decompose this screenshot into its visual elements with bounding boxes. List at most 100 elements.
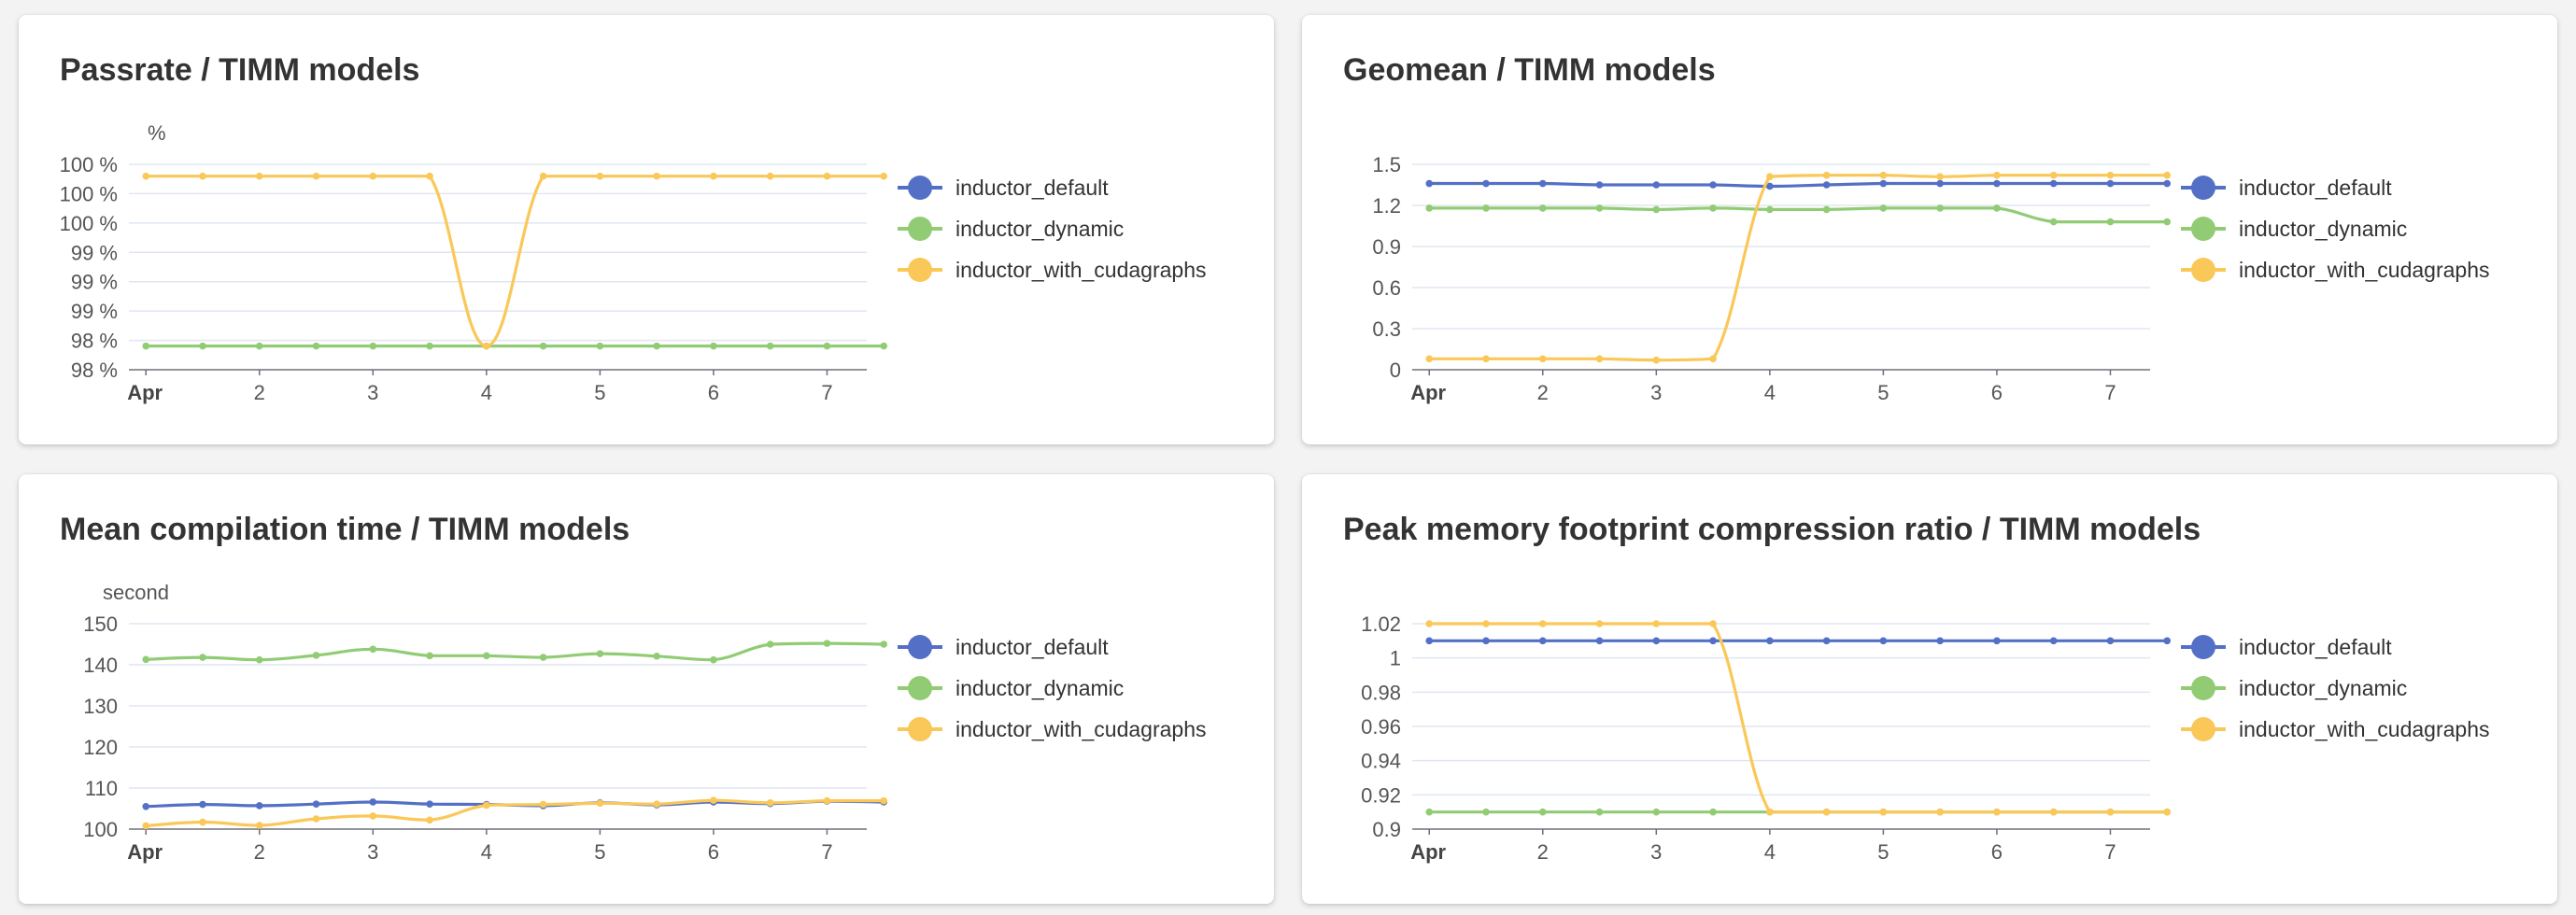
data-point[interactable] (312, 652, 320, 659)
data-point[interactable] (2106, 637, 2115, 645)
data-point[interactable] (369, 342, 377, 350)
data-point[interactable] (1595, 204, 1604, 212)
data-point[interactable] (2049, 179, 2058, 188)
data-point[interactable] (710, 655, 717, 664)
data-point[interactable] (2106, 171, 2115, 179)
data-point[interactable] (1482, 179, 1490, 188)
data-point[interactable] (2106, 218, 2115, 226)
data-point[interactable] (1652, 620, 1661, 627)
data-point[interactable] (483, 801, 490, 809)
data-point[interactable] (369, 798, 377, 806)
data-point[interactable] (1936, 637, 1944, 645)
data-point[interactable] (1993, 171, 2001, 179)
data-point[interactable] (1993, 808, 2001, 816)
legend-item-inductor-dynamic[interactable]: inductor_dynamic (898, 676, 1124, 700)
data-point[interactable] (2163, 218, 2172, 226)
data-point[interactable] (539, 654, 547, 661)
data-point[interactable] (1709, 204, 1717, 212)
data-point[interactable] (1538, 204, 1547, 212)
data-point[interactable] (1822, 808, 1831, 816)
data-point[interactable] (766, 799, 774, 807)
data-point[interactable] (1993, 637, 2001, 645)
data-point[interactable] (710, 796, 717, 804)
data-point[interactable] (1879, 179, 1888, 188)
data-point[interactable] (369, 172, 377, 180)
data-point[interactable] (426, 342, 433, 350)
data-point[interactable] (1538, 637, 1547, 645)
data-point[interactable] (1652, 808, 1661, 816)
data-point[interactable] (766, 172, 774, 180)
data-point[interactable] (2163, 637, 2172, 645)
data-point[interactable] (1709, 355, 1717, 363)
data-point[interactable] (1822, 181, 1831, 189)
data-point[interactable] (1822, 171, 1831, 179)
data-point[interactable] (142, 342, 150, 350)
data-point[interactable] (369, 645, 377, 654)
data-point[interactable] (880, 172, 888, 180)
data-point[interactable] (596, 342, 604, 350)
data-point[interactable] (1425, 204, 1434, 212)
data-point[interactable] (2106, 179, 2115, 188)
data-point[interactable] (1538, 179, 1547, 188)
data-point[interactable] (880, 342, 888, 350)
data-point[interactable] (1538, 620, 1547, 627)
legend-item-inductor-dynamic[interactable]: inductor_dynamic (2181, 217, 2407, 241)
data-point[interactable] (653, 172, 660, 180)
data-point[interactable] (199, 654, 206, 661)
data-point[interactable] (312, 172, 320, 180)
data-point[interactable] (199, 800, 206, 809)
data-point[interactable] (653, 342, 660, 350)
legend-item-inductor-default[interactable]: inductor_default (898, 635, 1109, 659)
data-point[interactable] (1879, 637, 1888, 645)
data-point[interactable] (1595, 355, 1604, 363)
data-point[interactable] (312, 800, 320, 808)
data-point[interactable] (1425, 637, 1434, 645)
data-point[interactable] (199, 342, 206, 350)
data-point[interactable] (653, 652, 660, 660)
data-point[interactable] (1709, 808, 1717, 816)
data-point[interactable] (1595, 181, 1604, 189)
data-point[interactable] (2049, 218, 2058, 226)
data-point[interactable] (2049, 171, 2058, 179)
data-point[interactable] (255, 342, 263, 350)
data-point[interactable] (1425, 620, 1434, 627)
data-point[interactable] (255, 822, 263, 829)
data-point[interactable] (1709, 620, 1717, 627)
data-point[interactable] (199, 172, 206, 180)
data-point[interactable] (1879, 808, 1888, 816)
data-point[interactable] (1425, 179, 1434, 188)
data-point[interactable] (1425, 808, 1434, 816)
data-point[interactable] (1425, 355, 1434, 363)
data-point[interactable] (1709, 181, 1717, 189)
data-point[interactable] (1822, 637, 1831, 645)
data-point[interactable] (426, 800, 433, 808)
data-point[interactable] (1652, 637, 1661, 645)
data-point[interactable] (596, 172, 604, 180)
data-point[interactable] (426, 172, 433, 180)
data-point[interactable] (2049, 637, 2058, 645)
data-point[interactable] (1936, 179, 1944, 188)
legend-item-inductor-default[interactable]: inductor_default (2181, 176, 2392, 200)
data-point[interactable] (1879, 171, 1888, 179)
data-point[interactable] (596, 650, 604, 657)
data-point[interactable] (2163, 171, 2172, 179)
legend-item-inductor-with-cudagraphs[interactable]: inductor_with_cudagraphs (898, 717, 1207, 741)
data-point[interactable] (2049, 808, 2058, 816)
legend-item-inductor-default[interactable]: inductor_default (2181, 635, 2392, 659)
data-point[interactable] (1766, 637, 1774, 645)
legend-item-inductor-with-cudagraphs[interactable]: inductor_with_cudagraphs (2181, 717, 2490, 741)
data-point[interactable] (142, 172, 150, 180)
data-point[interactable] (1766, 182, 1774, 190)
data-point[interactable] (2163, 808, 2172, 816)
data-point[interactable] (312, 342, 320, 350)
data-point[interactable] (1936, 808, 1944, 816)
data-point[interactable] (1482, 620, 1490, 627)
data-point[interactable] (255, 172, 263, 180)
data-point[interactable] (1993, 179, 2001, 188)
data-point[interactable] (199, 818, 206, 826)
legend-item-inductor-dynamic[interactable]: inductor_dynamic (898, 217, 1124, 241)
data-point[interactable] (1652, 205, 1661, 214)
data-point[interactable] (1652, 181, 1661, 189)
data-point[interactable] (596, 799, 604, 808)
data-point[interactable] (312, 815, 320, 823)
